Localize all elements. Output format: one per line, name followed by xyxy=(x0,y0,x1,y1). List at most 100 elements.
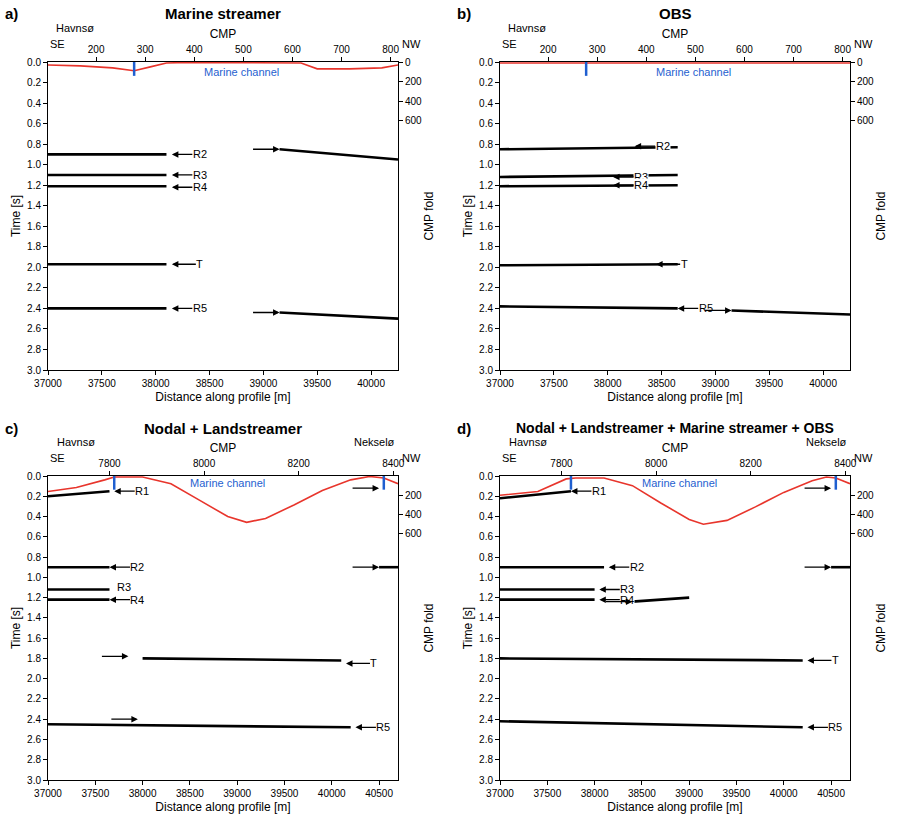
svg-text:Havnsø: Havnsø xyxy=(56,22,94,34)
svg-text:1.4: 1.4 xyxy=(479,200,493,211)
svg-text:2.0: 2.0 xyxy=(27,673,41,684)
svg-text:Havnsø: Havnsø xyxy=(508,22,546,34)
svg-text:1.2: 1.2 xyxy=(479,180,493,191)
svg-text:0.4: 0.4 xyxy=(479,98,493,109)
svg-text:CMP: CMP xyxy=(210,27,237,41)
svg-text:8200: 8200 xyxy=(288,458,311,469)
svg-text:R5: R5 xyxy=(376,721,390,733)
svg-text:37000: 37000 xyxy=(486,788,514,799)
svg-text:40000: 40000 xyxy=(809,378,837,389)
svg-text:0.2: 0.2 xyxy=(27,491,41,502)
svg-text:SE: SE xyxy=(502,38,517,50)
svg-text:400: 400 xyxy=(405,509,422,520)
svg-text:Marine channel: Marine channel xyxy=(204,66,279,78)
svg-text:40000: 40000 xyxy=(318,788,346,799)
svg-text:1.0: 1.0 xyxy=(479,572,493,583)
svg-text:37500: 37500 xyxy=(533,788,561,799)
svg-text:600: 600 xyxy=(736,44,753,55)
svg-text:300: 300 xyxy=(589,44,606,55)
svg-text:CMP fold: CMP fold xyxy=(422,603,436,652)
svg-text:0.2: 0.2 xyxy=(479,77,493,88)
svg-text:3.0: 3.0 xyxy=(27,365,41,376)
svg-text:0.2: 0.2 xyxy=(27,77,41,88)
svg-text:0.4: 0.4 xyxy=(27,98,41,109)
svg-text:R2: R2 xyxy=(630,561,644,573)
svg-text:400: 400 xyxy=(405,96,422,107)
svg-text:Marine channel: Marine channel xyxy=(190,477,265,489)
svg-text:38000: 38000 xyxy=(142,378,170,389)
svg-text:0: 0 xyxy=(857,57,863,68)
svg-text:0.6: 0.6 xyxy=(27,118,41,129)
svg-text:37000: 37000 xyxy=(34,788,62,799)
svg-text:1.6: 1.6 xyxy=(27,633,41,644)
svg-text:2.2: 2.2 xyxy=(27,282,41,293)
svg-text:0.8: 0.8 xyxy=(27,552,41,563)
svg-text:R3: R3 xyxy=(193,169,207,181)
svg-text:1.8: 1.8 xyxy=(479,653,493,664)
svg-text:Marine channel: Marine channel xyxy=(656,66,731,78)
svg-text:c): c) xyxy=(5,420,18,437)
svg-text:Havnsø: Havnsø xyxy=(509,436,547,448)
svg-text:0.0: 0.0 xyxy=(479,471,493,482)
svg-text:CMP fold: CMP fold xyxy=(422,191,436,240)
svg-text:39500: 39500 xyxy=(303,378,331,389)
svg-text:CMP: CMP xyxy=(210,441,237,455)
svg-text:39500: 39500 xyxy=(271,788,299,799)
svg-text:1.4: 1.4 xyxy=(27,612,41,623)
svg-text:CMP fold: CMP fold xyxy=(874,191,888,240)
svg-text:R2: R2 xyxy=(656,140,670,152)
svg-text:1.4: 1.4 xyxy=(27,200,41,211)
svg-text:39000: 39000 xyxy=(675,788,703,799)
svg-text:Distance along profile [m]: Distance along profile [m] xyxy=(155,800,290,814)
svg-text:Distance along profile [m]: Distance along profile [m] xyxy=(155,390,290,404)
svg-text:600: 600 xyxy=(857,115,874,126)
svg-text:200: 200 xyxy=(88,44,105,55)
svg-text:3.0: 3.0 xyxy=(27,775,41,786)
svg-text:39500: 39500 xyxy=(723,788,751,799)
svg-text:2.8: 2.8 xyxy=(479,754,493,765)
svg-text:39500: 39500 xyxy=(755,378,783,389)
svg-text:2.6: 2.6 xyxy=(479,323,493,334)
svg-text:8400: 8400 xyxy=(382,458,405,469)
svg-text:R4: R4 xyxy=(620,594,634,606)
svg-text:NW: NW xyxy=(854,38,873,50)
svg-text:2.0: 2.0 xyxy=(27,262,41,273)
svg-text:600: 600 xyxy=(405,115,422,126)
svg-text:300: 300 xyxy=(137,44,154,55)
svg-text:8000: 8000 xyxy=(645,458,668,469)
svg-text:OBS: OBS xyxy=(659,5,692,22)
svg-text:0.2: 0.2 xyxy=(479,491,493,502)
svg-text:Distance along profile [m]: Distance along profile [m] xyxy=(607,390,742,404)
svg-text:SE: SE xyxy=(50,452,65,464)
svg-text:2.8: 2.8 xyxy=(27,754,41,765)
svg-text:600: 600 xyxy=(284,44,301,55)
svg-text:40500: 40500 xyxy=(817,788,845,799)
svg-text:0.6: 0.6 xyxy=(479,531,493,542)
svg-text:CMP fold: CMP fold xyxy=(874,603,888,652)
svg-text:1.8: 1.8 xyxy=(27,653,41,664)
svg-text:2.8: 2.8 xyxy=(479,344,493,355)
svg-text:0.4: 0.4 xyxy=(27,511,41,522)
svg-text:2.2: 2.2 xyxy=(27,693,41,704)
svg-text:NW: NW xyxy=(854,452,873,464)
svg-text:Nodal + Landstreamer: Nodal + Landstreamer xyxy=(144,420,302,437)
svg-text:a): a) xyxy=(5,5,18,22)
svg-text:38000: 38000 xyxy=(594,378,622,389)
svg-text:700: 700 xyxy=(785,44,802,55)
svg-text:38500: 38500 xyxy=(648,378,676,389)
svg-text:800: 800 xyxy=(834,44,851,55)
svg-text:Time [s]: Time [s] xyxy=(9,195,23,237)
svg-text:1.2: 1.2 xyxy=(27,592,41,603)
svg-text:1.2: 1.2 xyxy=(27,180,41,191)
svg-text:0.0: 0.0 xyxy=(479,57,493,68)
svg-text:1.6: 1.6 xyxy=(479,221,493,232)
svg-text:b): b) xyxy=(457,5,471,22)
svg-text:0.4: 0.4 xyxy=(479,511,493,522)
svg-text:1.6: 1.6 xyxy=(27,221,41,232)
svg-text:0.0: 0.0 xyxy=(27,57,41,68)
svg-text:Nekselø: Nekselø xyxy=(354,436,395,448)
svg-text:2.4: 2.4 xyxy=(479,303,493,314)
svg-text:Marine streamer: Marine streamer xyxy=(165,5,281,22)
svg-text:600: 600 xyxy=(857,528,874,539)
svg-text:1.2: 1.2 xyxy=(479,592,493,603)
